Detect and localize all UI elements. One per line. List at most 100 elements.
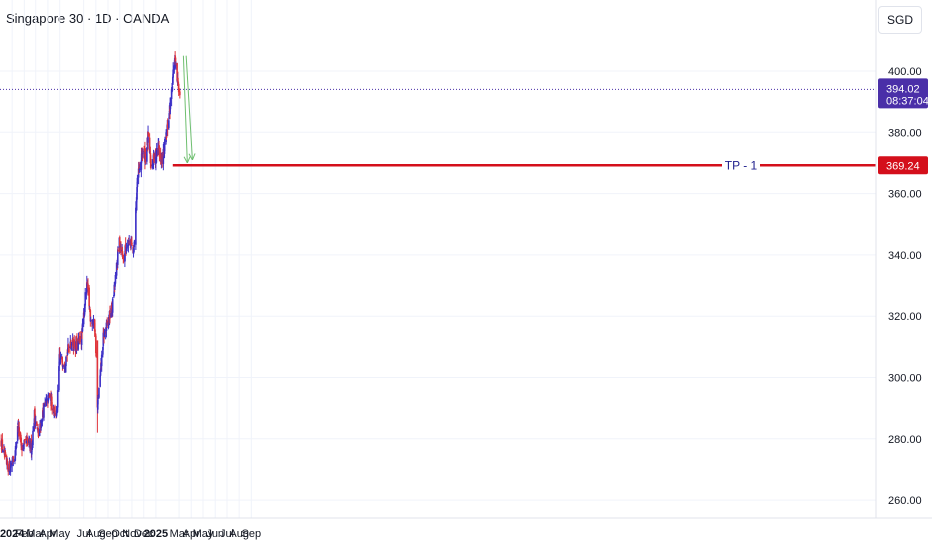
candle-body: [158, 150, 161, 154]
candle-body: [45, 398, 48, 402]
candle-body: [23, 439, 26, 441]
candle-body: [73, 339, 76, 348]
time-tick-label: 2024: [0, 528, 25, 540]
time-tick-label: Dec: [134, 528, 154, 540]
projection-arrowhead: [188, 153, 193, 161]
candle-body: [77, 341, 79, 350]
candle-body: [26, 439, 29, 441]
time-tick-label: Apr: [39, 528, 56, 540]
candle-body: [29, 441, 32, 449]
currency-selector[interactable]: SGD: [878, 6, 922, 34]
candle-body: [166, 130, 168, 136]
projection-arrowhead: [183, 156, 188, 164]
candle-body: [177, 84, 180, 93]
candle-body: [59, 357, 62, 360]
candle-body: [99, 368, 102, 376]
candle-body: [11, 462, 13, 466]
candle-body: [9, 465, 12, 473]
projection-arrowhead: [191, 153, 196, 161]
candle-body: [92, 318, 95, 325]
candle-body: [171, 86, 174, 91]
price-tick-label: 260.00: [888, 495, 922, 507]
candle-body: [114, 275, 117, 284]
current-price-value: 394.02: [886, 83, 920, 95]
candle-body: [65, 357, 67, 367]
candle-body: [87, 283, 89, 290]
candle-body: [128, 240, 130, 242]
candle-body: [85, 292, 88, 295]
time-tick-label: Jul: [220, 528, 234, 540]
price-tick-label: 360.00: [888, 189, 922, 201]
target-price-value: 369.24: [886, 160, 920, 172]
candle-body: [95, 352, 98, 357]
candle-body: [1, 450, 4, 452]
candle-body: [18, 427, 21, 436]
candle-body: [144, 153, 147, 160]
candle-body: [172, 69, 174, 78]
current-price-tag: [878, 78, 928, 109]
time-tick-label: Mar: [170, 528, 189, 540]
candle-body: [131, 242, 133, 245]
candle-body: [37, 429, 40, 437]
candle-body: [147, 131, 149, 143]
candle-body: [125, 247, 128, 252]
candle-body: [150, 164, 152, 167]
time-tick-label: Oct: [111, 528, 128, 540]
candle-body: [20, 437, 23, 446]
candle-body: [175, 64, 177, 66]
candle-body: [120, 247, 122, 252]
candle-body: [4, 452, 7, 457]
time-tick-label: Jun: [206, 528, 224, 540]
candle-body: [161, 153, 163, 164]
price-tick-label: 320.00: [888, 311, 922, 323]
candle-body: [118, 237, 121, 246]
candle-body: [54, 406, 56, 414]
candle-body: [97, 397, 99, 399]
candle-body: [88, 287, 90, 307]
candle-body: [70, 344, 73, 346]
candle-body: [23, 443, 25, 450]
candle-body: [133, 242, 136, 244]
time-tick-label: Nov: [122, 528, 142, 540]
candle-body: [7, 468, 10, 472]
candle-body: [166, 122, 169, 130]
candle-body: [81, 323, 84, 332]
candle-body: [169, 97, 172, 110]
candle-body: [106, 320, 109, 324]
candle-body: [14, 450, 17, 461]
price-axis[interactable]: 260.00 280.00 300.00 320.00 340.00 360.00 380.…: [888, 66, 922, 507]
candle-body: [41, 419, 44, 422]
candle-body: [102, 346, 104, 355]
candle-body: [147, 132, 150, 137]
candle-body: [40, 420, 43, 428]
candle-body: [135, 197, 138, 211]
candle-body: [33, 422, 35, 432]
candle-body: [94, 329, 96, 333]
candle-body: [78, 335, 81, 339]
candle-body: [105, 322, 108, 331]
candle-body: [34, 408, 36, 418]
candle-body: [117, 249, 119, 265]
candle-body: [1, 439, 4, 450]
price-tick-label: 300.00: [888, 373, 922, 385]
candle-body: [162, 149, 165, 164]
candle-body: [31, 451, 33, 455]
candle-body: [136, 177, 139, 188]
candle-body: [36, 422, 38, 426]
target-label-bg: [722, 157, 760, 174]
candle-body: [164, 143, 166, 145]
candle-body: [21, 443, 23, 451]
candle-body: [38, 429, 41, 436]
candle-body: [89, 310, 92, 322]
candle-body: [102, 332, 105, 346]
candle-body: [96, 340, 99, 408]
grid: [0, 0, 876, 518]
candle-body: [121, 251, 124, 254]
candle-body: [48, 395, 51, 398]
candle-body: [177, 81, 180, 84]
candle-body: [117, 249, 120, 251]
candle-body: [174, 57, 177, 65]
candle-body: [32, 430, 34, 446]
